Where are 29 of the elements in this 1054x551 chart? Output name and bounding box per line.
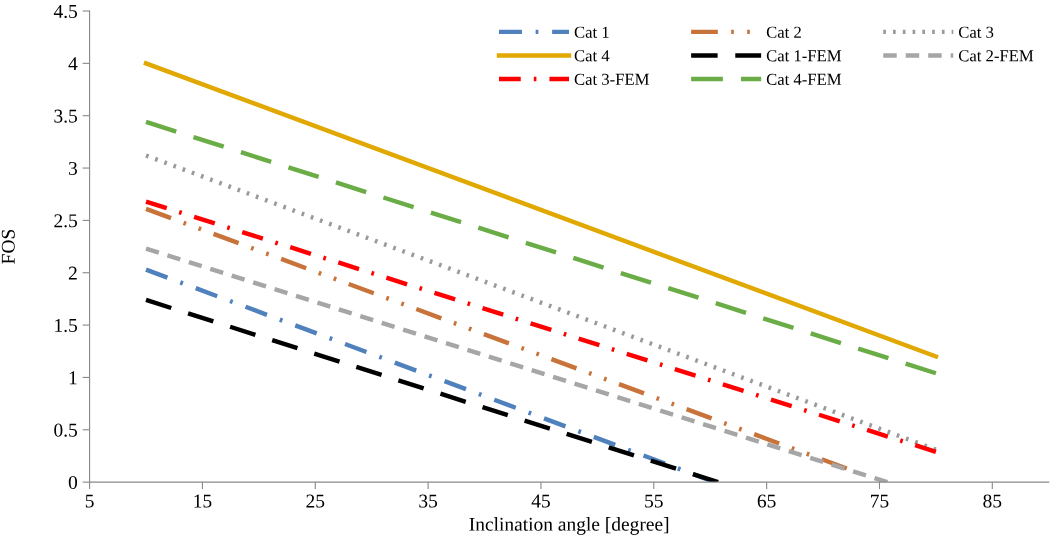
legend-label: Cat 1-FEM bbox=[766, 50, 842, 62]
legend-label: Cat 2 bbox=[766, 26, 801, 38]
x-tick-label: 75 bbox=[871, 494, 889, 508]
y-tick-label: 0.5 bbox=[54, 423, 78, 437]
x-tick-label: 45 bbox=[531, 494, 550, 508]
x-tick-label: 65 bbox=[757, 494, 776, 508]
y-tick-label: 2 bbox=[68, 266, 77, 280]
y-tick-label: 0 bbox=[68, 475, 78, 490]
x-tick-label: 25 bbox=[306, 494, 325, 508]
y-tick-label: 3 bbox=[68, 161, 78, 175]
legend-label: Cat 2-FEM bbox=[958, 50, 1034, 62]
x-tick-label: 35 bbox=[419, 494, 438, 508]
legend-label: Cat 4-FEM bbox=[766, 73, 842, 85]
legend-label: Cat 1 bbox=[574, 26, 609, 38]
y-tick-label: 1 bbox=[69, 371, 77, 385]
x-tick-label: 15 bbox=[194, 494, 212, 508]
y-tick-label: 2.5 bbox=[54, 214, 78, 228]
y-tick-label: 1.5 bbox=[55, 319, 78, 333]
legend-label: Cat 3 bbox=[958, 26, 994, 38]
legend-label: Cat 4 bbox=[574, 50, 610, 62]
legend-label: Cat 3-FEM bbox=[574, 73, 649, 85]
x-tick-label: 55 bbox=[645, 494, 663, 508]
y-axis-title: FOS bbox=[1, 229, 15, 264]
x-tick-label: 85 bbox=[983, 494, 1002, 508]
y-tick-label: 4 bbox=[68, 57, 78, 71]
x-tick-label: 5 bbox=[85, 494, 94, 508]
x-axis-title: Inclination angle [degree] bbox=[469, 517, 669, 535]
y-tick-label: 3.5 bbox=[54, 109, 78, 123]
y-tick-label: 4.5 bbox=[53, 4, 78, 19]
